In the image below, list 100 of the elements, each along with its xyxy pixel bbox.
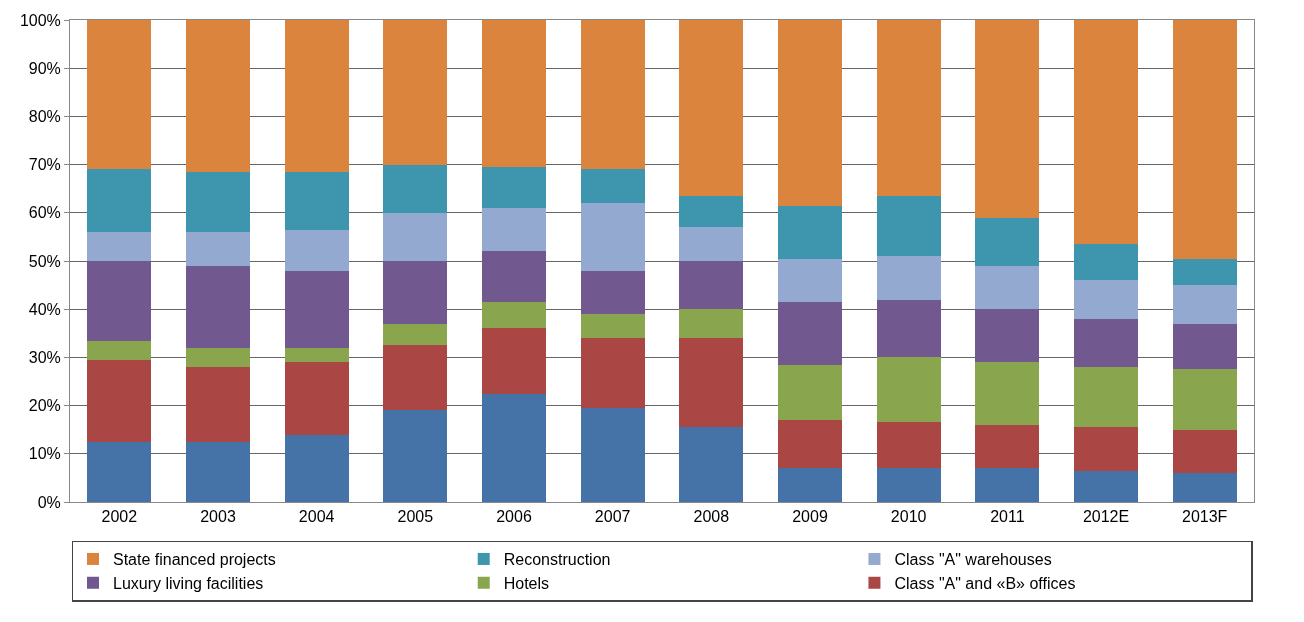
bar bbox=[185, 20, 251, 172]
bar bbox=[383, 261, 448, 324]
y-tick-label: 10% bbox=[28, 445, 61, 463]
bar bbox=[580, 408, 645, 502]
bar bbox=[383, 410, 448, 502]
bar bbox=[284, 270, 349, 348]
bar bbox=[1172, 20, 1237, 259]
bar bbox=[580, 203, 645, 271]
bar bbox=[580, 270, 645, 315]
y-tick-label: 90% bbox=[28, 59, 61, 77]
y-tick-label: 30% bbox=[28, 349, 61, 366]
bar bbox=[383, 323, 448, 346]
bar bbox=[975, 265, 1040, 310]
bar bbox=[1073, 470, 1139, 502]
bar bbox=[481, 393, 547, 502]
bar bbox=[1073, 367, 1139, 428]
x-tick-label: 2011 bbox=[990, 508, 1025, 526]
bar bbox=[580, 314, 645, 339]
bar bbox=[975, 362, 1040, 425]
bar bbox=[975, 424, 1040, 469]
bar bbox=[580, 169, 645, 204]
x-tick-label: 2005 bbox=[397, 508, 434, 526]
x-tick-label: 2009 bbox=[792, 508, 828, 526]
bar bbox=[777, 20, 843, 206]
bar bbox=[679, 20, 744, 196]
bar bbox=[679, 195, 744, 228]
y-tick-label: 20% bbox=[28, 397, 61, 415]
bar bbox=[580, 20, 645, 170]
y-tick-label: 100% bbox=[19, 11, 61, 29]
bar bbox=[975, 309, 1040, 363]
bar bbox=[284, 229, 349, 271]
bar bbox=[777, 468, 843, 502]
bar bbox=[185, 232, 251, 266]
y-tick-label: 0% bbox=[37, 493, 61, 511]
bar bbox=[383, 20, 448, 165]
bar bbox=[1172, 369, 1237, 430]
bar bbox=[481, 251, 547, 302]
bar bbox=[777, 301, 843, 365]
bar bbox=[876, 422, 941, 469]
x-tick-label: 2004 bbox=[298, 508, 335, 526]
x-tick-label: 2007 bbox=[594, 508, 631, 526]
legend-label: Class "A" warehouses bbox=[894, 551, 1052, 569]
bar bbox=[876, 256, 941, 300]
y-tick-label: 40% bbox=[28, 300, 61, 318]
bar bbox=[481, 20, 547, 168]
x-tick-label: 2002 bbox=[101, 508, 138, 526]
legend-label: Class "A" and «B» offices bbox=[894, 575, 1076, 592]
x-tick-label: 2013F bbox=[1181, 508, 1228, 526]
bar bbox=[777, 205, 843, 259]
y-tick-label: 70% bbox=[28, 156, 61, 174]
bar bbox=[679, 427, 744, 502]
bar bbox=[1172, 285, 1237, 324]
bar bbox=[975, 217, 1040, 266]
legend-label: Reconstruction bbox=[503, 551, 611, 569]
bar bbox=[777, 420, 843, 469]
bar bbox=[284, 347, 349, 363]
bar bbox=[679, 227, 744, 261]
bar bbox=[580, 338, 645, 409]
bar bbox=[876, 468, 941, 502]
legend-label: State financed projects bbox=[113, 551, 276, 569]
bar bbox=[87, 340, 152, 360]
bar bbox=[876, 20, 941, 196]
bar bbox=[185, 171, 251, 233]
bar bbox=[383, 212, 448, 261]
bar bbox=[284, 20, 349, 172]
bar bbox=[481, 207, 547, 252]
bar bbox=[383, 345, 448, 411]
bar bbox=[87, 20, 152, 170]
x-tick-label: 2008 bbox=[693, 508, 730, 526]
bar bbox=[1073, 244, 1139, 281]
bar bbox=[679, 261, 744, 310]
bar bbox=[284, 362, 349, 435]
bar bbox=[383, 164, 448, 213]
bar bbox=[87, 232, 152, 261]
bar bbox=[679, 338, 744, 428]
y-tick-label: 80% bbox=[28, 108, 61, 125]
bar bbox=[975, 468, 1040, 502]
bar bbox=[481, 328, 547, 394]
bar bbox=[481, 167, 547, 208]
bar bbox=[284, 171, 349, 230]
bar bbox=[1172, 323, 1237, 370]
y-tick-label: 60% bbox=[28, 204, 61, 222]
bar bbox=[1172, 473, 1237, 502]
legend-label: Hotels bbox=[503, 575, 550, 592]
bar bbox=[185, 441, 251, 502]
bar bbox=[876, 357, 941, 423]
x-tick-label: 2010 bbox=[890, 508, 927, 526]
y-tick-label: 50% bbox=[28, 252, 61, 270]
bar bbox=[284, 434, 349, 502]
bar bbox=[1073, 20, 1139, 245]
bar bbox=[185, 367, 251, 442]
bar bbox=[876, 195, 941, 257]
bar bbox=[185, 265, 251, 348]
bar bbox=[777, 364, 843, 421]
bar bbox=[481, 301, 547, 329]
bar bbox=[1172, 258, 1237, 286]
bar bbox=[876, 299, 941, 358]
x-tick-label: 2003 bbox=[200, 508, 236, 526]
bar bbox=[87, 261, 152, 341]
bar bbox=[1073, 427, 1139, 471]
